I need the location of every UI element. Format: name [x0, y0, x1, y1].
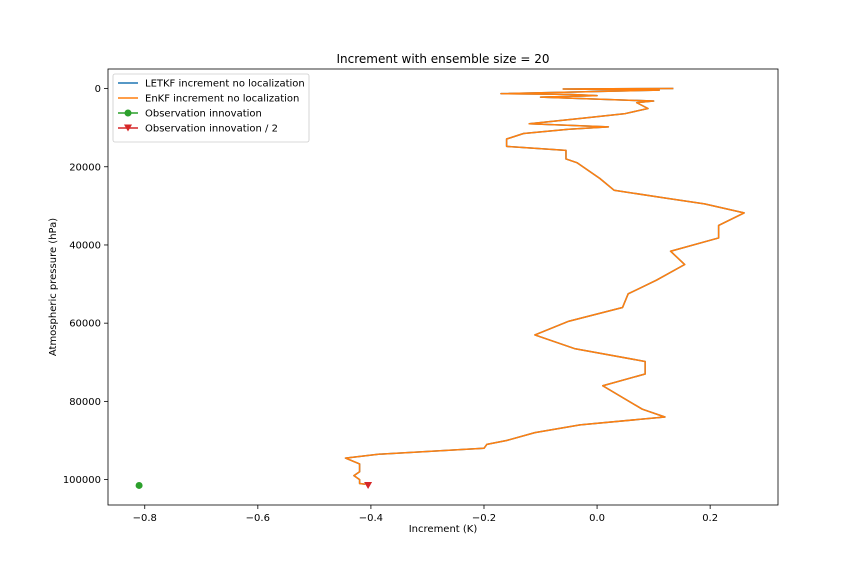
series-line-1	[344, 87, 745, 486]
y-tick-label: 20000	[69, 162, 101, 173]
y-tick-label: 0	[95, 84, 101, 95]
axes: −0.8 −0.6 −0.4 −0.2 0.0 0.2 0 20000 40000 60000 80…	[63, 68, 779, 524]
y-tick-label: 100000	[63, 475, 101, 486]
legend-label-2: Observation innovation	[145, 109, 262, 120]
y-tick-label: 40000	[69, 240, 101, 251]
series-marker-3	[364, 481, 373, 489]
series-line-0	[344, 87, 745, 486]
x-tick-label: −0.8	[133, 513, 157, 524]
legend: LETKF increment no localization EnKF incr…	[112, 73, 310, 143]
legend-marker-3	[124, 124, 132, 132]
x-tick-label: 0.0	[589, 513, 605, 524]
x-tick-label: −0.4	[359, 513, 383, 524]
plot-area	[135, 87, 745, 489]
chart-title: Increment with ensemble size = 20	[337, 52, 550, 66]
legend-label-3: Observation innovation / 2	[145, 124, 278, 135]
x-tick-label: −0.2	[472, 513, 496, 524]
x-tick-label: −0.6	[246, 513, 270, 524]
y-axis-label: Atmospheric pressure (hPa)	[48, 218, 59, 356]
legend-marker-2	[124, 109, 132, 117]
legend-box	[112, 73, 310, 143]
series-marker-2	[135, 481, 143, 489]
legend-label-0: LETKF increment no localization	[145, 79, 305, 90]
legend-label-1: EnKF increment no localization	[145, 94, 299, 105]
y-tick-label: 80000	[69, 397, 101, 408]
x-axis-label: Increment (K)	[409, 524, 478, 535]
x-tick-label: 0.2	[702, 513, 718, 524]
axes-frame	[107, 68, 779, 506]
y-tick-label: 60000	[69, 319, 101, 330]
